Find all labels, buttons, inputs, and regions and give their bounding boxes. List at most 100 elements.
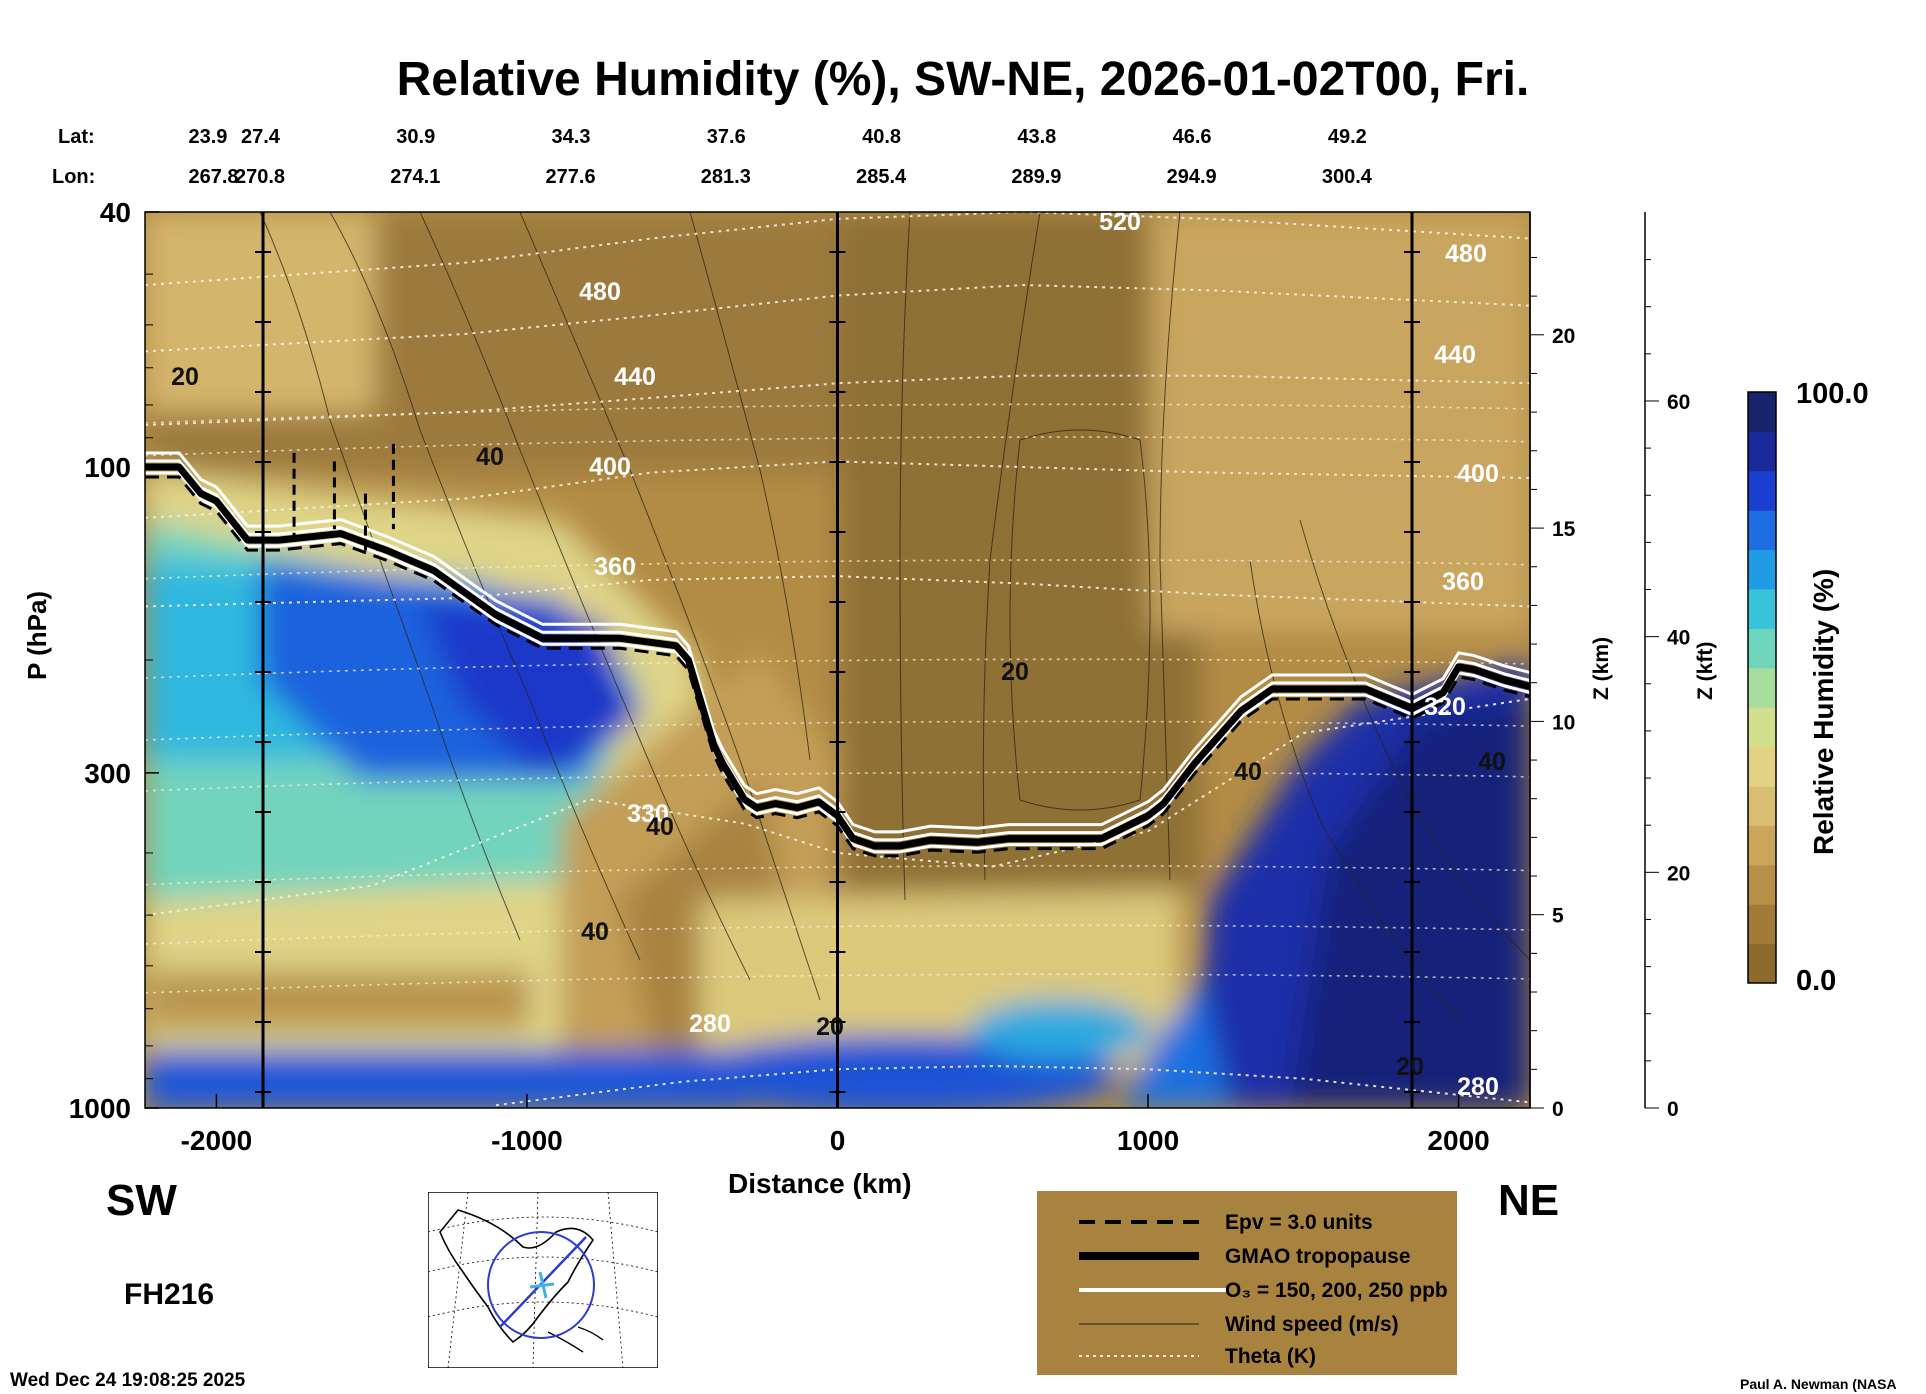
lat-value: 34.3	[551, 126, 591, 148]
wind-speed-label: 20	[1001, 658, 1029, 686]
theta-contour	[145, 460, 1530, 519]
lat-value: 43.8	[1017, 126, 1057, 148]
legend-label-tropopause: GMAO tropopause	[1225, 1245, 1411, 1268]
z-kft-tick-label: 40	[1667, 627, 1690, 650]
wind-speed-contour	[259, 212, 521, 941]
x-tick-label: 1000	[1117, 1125, 1179, 1156]
lon-value: 274.1	[390, 166, 441, 188]
theta-label: 480	[1445, 240, 1487, 268]
wind-speed-contour	[689, 212, 811, 761]
z-kft-label: Z (kft)	[1694, 641, 1717, 700]
lon-value: 285.4	[856, 166, 907, 188]
colorbar-swatch	[1748, 825, 1776, 866]
theta-contour	[145, 697, 1530, 917]
colorbar-swatch	[1748, 549, 1776, 590]
theta-contour	[145, 771, 1530, 792]
lat-value: 40.8	[862, 126, 902, 148]
colorbar-swatch	[1748, 392, 1776, 432]
z-km-tick-label: 10	[1552, 711, 1575, 734]
legend-box: Epv = 3.0 units GMAO tropopause O₃ = 150…	[1037, 1191, 1457, 1375]
x-axis-label: Distance (km)	[728, 1168, 912, 1199]
theta-label: 400	[589, 453, 631, 481]
lat-value: 30.9	[396, 126, 436, 148]
legend-item-wind: Wind speed (m/s)	[1037, 1307, 1457, 1341]
legend-item-ozone: O₃ = 150, 200, 250 ppb	[1037, 1273, 1457, 1307]
legend-label-epv: Epv = 3.0 units	[1225, 1211, 1373, 1234]
epv-contour	[145, 475, 1530, 858]
theta-label: 480	[579, 278, 621, 306]
lon-label: Lon:	[52, 166, 96, 188]
wind-speed-label: 20	[1396, 1053, 1424, 1081]
colorbar	[1747, 391, 1777, 984]
credit-label: Paul A. Newman (NASA	[1740, 1376, 1897, 1392]
lon-value: 277.6	[545, 166, 596, 188]
colorbar-swatch	[1748, 943, 1776, 984]
chart-title: Relative Humidity (%), SW-NE, 2026-01-02…	[396, 53, 1530, 106]
theta-contour	[145, 559, 1530, 580]
z-kft-tick-label: 20	[1667, 862, 1690, 885]
colorbar-swatch	[1748, 746, 1776, 787]
z-km-tick-label: 20	[1552, 325, 1575, 348]
colorbar-swatch	[1748, 589, 1776, 629]
axes: -2000 -1000 0 1000 2000 40 100 300 1000 0 5 10 15 20 0…	[69, 197, 1691, 1156]
lat-value: 37.6	[706, 126, 746, 148]
x-tick-label: 0	[830, 1125, 846, 1156]
wind-speed-contour	[519, 212, 821, 1001]
wind-speed-label: 40	[1478, 748, 1506, 776]
colorbar-min-label: 0.0	[1796, 965, 1837, 997]
theta-contour	[145, 212, 1530, 287]
lon-value: 267.8	[188, 166, 239, 188]
legend-item-theta: Theta (K)	[1037, 1339, 1457, 1373]
colorbar-swatch	[1748, 628, 1776, 669]
timestamp-label: Wed Dec 24 19:08:25 2025	[10, 1370, 246, 1391]
theta-label: 520	[1099, 208, 1141, 236]
colorbar-swatch	[1748, 510, 1776, 551]
z-km-tick-label: 15	[1552, 518, 1576, 541]
p-tick-label: 1000	[69, 1093, 131, 1124]
colorbar-swatch	[1748, 904, 1776, 945]
z-km-label: Z (km)	[1590, 637, 1613, 700]
z-kft-tick-label: 60	[1667, 391, 1690, 414]
theta-contour	[145, 720, 1530, 741]
legend-item-epv: Epv = 3.0 units	[1037, 1205, 1457, 1239]
colorbar-swatch	[1748, 707, 1776, 748]
wind-speed-contour	[419, 212, 751, 981]
colorbar-label: Relative Humidity (%)	[1808, 568, 1839, 855]
wind-speed-label: 20	[171, 363, 199, 391]
colorbar-swatch	[1748, 431, 1776, 472]
wind-speed-contour	[982, 212, 1041, 881]
wind-speed-label: 40	[581, 918, 609, 946]
lat-value: 23.9	[188, 126, 228, 148]
p-tick-label: 300	[84, 758, 131, 789]
colorbar-swatch	[1748, 864, 1776, 905]
lon-value: 281.3	[700, 166, 751, 188]
wind-speed-contour	[1249, 559, 1461, 1021]
theta-contour	[145, 403, 1530, 424]
wind-speed-contour	[1299, 519, 1530, 961]
theta-label: 360	[594, 553, 636, 581]
x-tick-label: 2000	[1427, 1125, 1489, 1156]
ozone-contour	[145, 451, 1530, 834]
theta-label: 280	[1457, 1073, 1499, 1101]
colorbar-swatch	[1748, 667, 1776, 708]
theta-label: 440	[1434, 341, 1476, 369]
lon-value: 289.9	[1011, 166, 1062, 188]
theta-label: 280	[689, 1010, 731, 1038]
colorbar-swatch	[1748, 470, 1776, 511]
wind-speed-label: 40	[476, 443, 504, 471]
theta-contour	[145, 284, 1530, 353]
lat-value: 49.2	[1327, 126, 1367, 148]
legend-label-theta: Theta (K)	[1225, 1345, 1316, 1368]
forecast-hour-label: FH216	[124, 1278, 215, 1311]
overlay-lines: 280 280 320 330 360 360 400 400 440 440 480 480 520 2…	[145, 208, 1530, 1108]
theta-label: 320	[1424, 693, 1466, 721]
inset-map	[428, 1192, 658, 1368]
theta-contour	[495, 1065, 1530, 1107]
theta-label: 330	[627, 800, 669, 828]
theta-contour	[145, 575, 1530, 608]
tropopause-line	[145, 463, 1530, 850]
theta-contour	[145, 436, 1530, 457]
colorbar-max-label: 100.0	[1796, 378, 1869, 410]
theta-label: 360	[1442, 568, 1484, 596]
